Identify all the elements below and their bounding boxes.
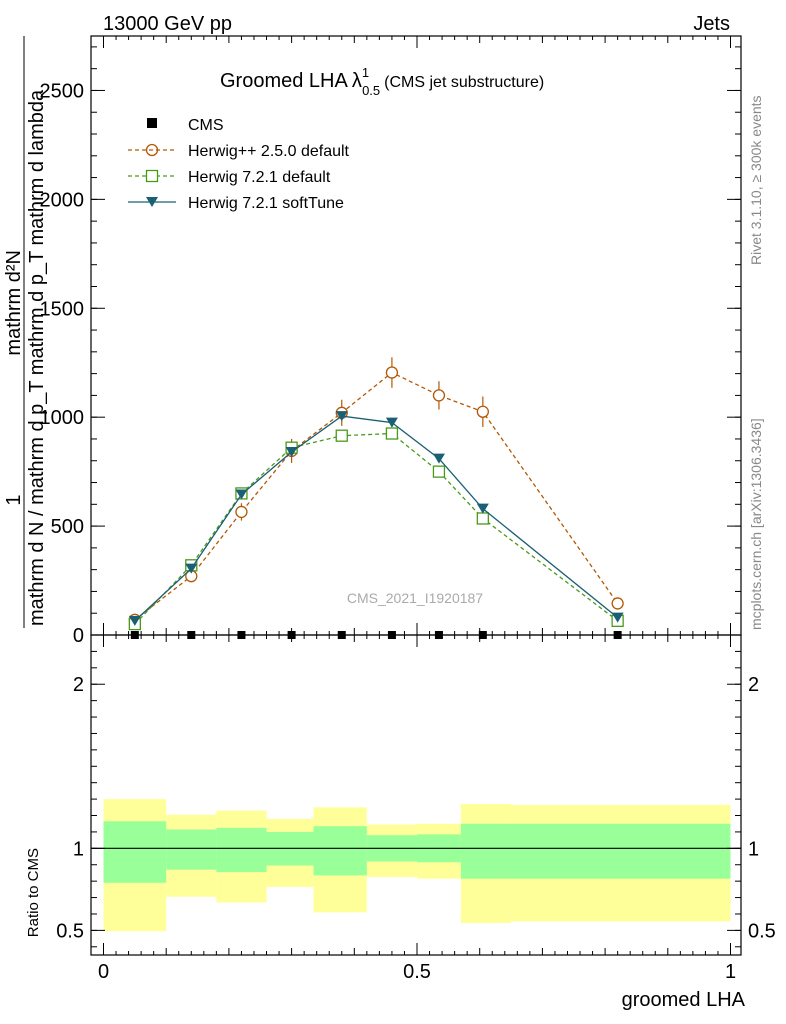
series-line: [134, 371, 619, 621]
y-tick-label: 1000: [40, 407, 85, 429]
data-point: [235, 489, 248, 500]
title-sub: 0.5: [362, 83, 380, 98]
ratio-stat-band-bin: [511, 823, 731, 879]
ratio-stat-band-bin: [216, 827, 267, 873]
ratio-axes: 0.5 0.5 1 1 2 2 0 0.5 1: [56, 634, 776, 983]
axes-frame: [90, 634, 742, 956]
data-point: [476, 503, 489, 514]
data-point: [432, 465, 446, 478]
legend-entry-herwigpp-250: Herwig++ 2.5.0 default: [128, 143, 350, 160]
y-tick-label: 0: [73, 625, 84, 647]
y-label-denominator: mathrm d N / mathrm d p_T mathrm d p_T m…: [26, 89, 48, 626]
data-point: [185, 563, 198, 574]
ratio-stat-band-bin: [103, 821, 167, 883]
data-point: [385, 366, 399, 379]
title-symbol: λ: [352, 70, 362, 92]
legend-marker-herwig-721-default: [145, 169, 159, 183]
plot-title: Groomed LHA λ1 0.5 (CMS jet substructure): [220, 65, 544, 98]
x-axis-label: groomed LHA: [622, 989, 746, 1011]
data-point: [235, 505, 248, 519]
y-tick-label: 2: [73, 674, 84, 696]
data-point: [335, 411, 348, 422]
legend-label-herwig-721-softtune: Herwig 7.2.1 softTune: [188, 195, 344, 212]
main-panel: 0 500 1000 1500 2000 2500 mathrm d²N 1 mathrm…: [3, 35, 742, 647]
data-point: [476, 405, 489, 418]
y-tick-label: 2000: [40, 189, 85, 211]
main-y-axis-label: mathrm d²N 1 mathrm d N / mathrm d p_T m…: [3, 36, 48, 628]
x-tick-label: 0.5: [403, 961, 431, 983]
data-point: [611, 597, 624, 610]
y-tick-label: 2500: [40, 80, 85, 102]
main-plot-area: [128, 357, 624, 639]
ratio-stat-band-bin: [460, 823, 512, 879]
data-point: [335, 429, 348, 442]
legend-label-herwig-721-default: Herwig 7.2.1 default: [188, 169, 331, 186]
title-note: (CMS jet substructure): [384, 74, 544, 91]
data-point: [385, 417, 398, 428]
legend-marker-herwig-721-softtune: [146, 197, 158, 207]
rivet-version-label: Rivet 3.1.10, ≥ 300k events: [748, 95, 764, 265]
x-tick-label: 1: [725, 961, 736, 983]
main-axes: 0 500 1000 1500 2000 2500: [40, 35, 742, 647]
legend-entry-herwig-721-softtune: Herwig 7.2.1 softTune: [128, 195, 344, 212]
y-tick-label: 1500: [40, 298, 85, 320]
y-tick-label-right: 0.5: [748, 920, 776, 942]
y-tick-label: 1: [73, 838, 84, 860]
ratio-panel: 0.5 0.5 1 1 2 2 0 0.5 1 Ratio to CMS groomed LHA: [25, 634, 776, 1011]
header-process: Jets: [693, 13, 730, 35]
data-point: [432, 389, 446, 402]
data-point: [611, 612, 624, 623]
y-tick-label: 0.5: [56, 920, 84, 942]
ratio-stat-band-bin: [166, 829, 217, 870]
y-label-numerator: mathrm d²N: [3, 250, 25, 356]
data-point: [476, 512, 489, 525]
header-energy: 13000 GeV pp: [103, 13, 232, 35]
ratio-stat-band-bin: [313, 826, 367, 876]
y-tick-label-right: 1: [748, 838, 759, 860]
data-point: [128, 615, 141, 626]
x-tick-label: 0: [98, 961, 109, 983]
ratio-y-axis-label: Ratio to CMS: [25, 848, 42, 937]
title-sup: 1: [362, 65, 369, 80]
legend-marker-cms: [147, 118, 157, 128]
y-label-one: 1: [3, 494, 25, 505]
mcplots-label: mcplots.cern.ch [arXiv:1306.3436]: [748, 418, 764, 630]
legend-label-herwigpp-250: Herwig++ 2.5.0 default: [188, 143, 350, 160]
legend-entry-herwig-721-default: Herwig 7.2.1 default: [128, 169, 331, 186]
legend: CMS Herwig++ 2.5.0 default Herwig 7.2.1 …: [128, 117, 350, 212]
analysis-id-watermark: CMS_2021_I1920187: [347, 590, 483, 606]
title-main: Groomed LHA: [220, 70, 348, 92]
data-point: [432, 453, 445, 464]
y-tick-label: 500: [51, 516, 84, 538]
legend-marker-herwigpp-250: [145, 143, 159, 157]
legend-label-cms: CMS: [188, 117, 224, 134]
ratio-plot-area: [91, 799, 741, 932]
series-herwigpp-250: [128, 357, 624, 626]
data-point: [385, 427, 399, 440]
series-herwig-721-softtune: [128, 411, 624, 626]
legend-entry-cms: CMS: [147, 117, 224, 134]
data-point: [285, 447, 298, 458]
y-tick-label-right: 2: [748, 674, 759, 696]
